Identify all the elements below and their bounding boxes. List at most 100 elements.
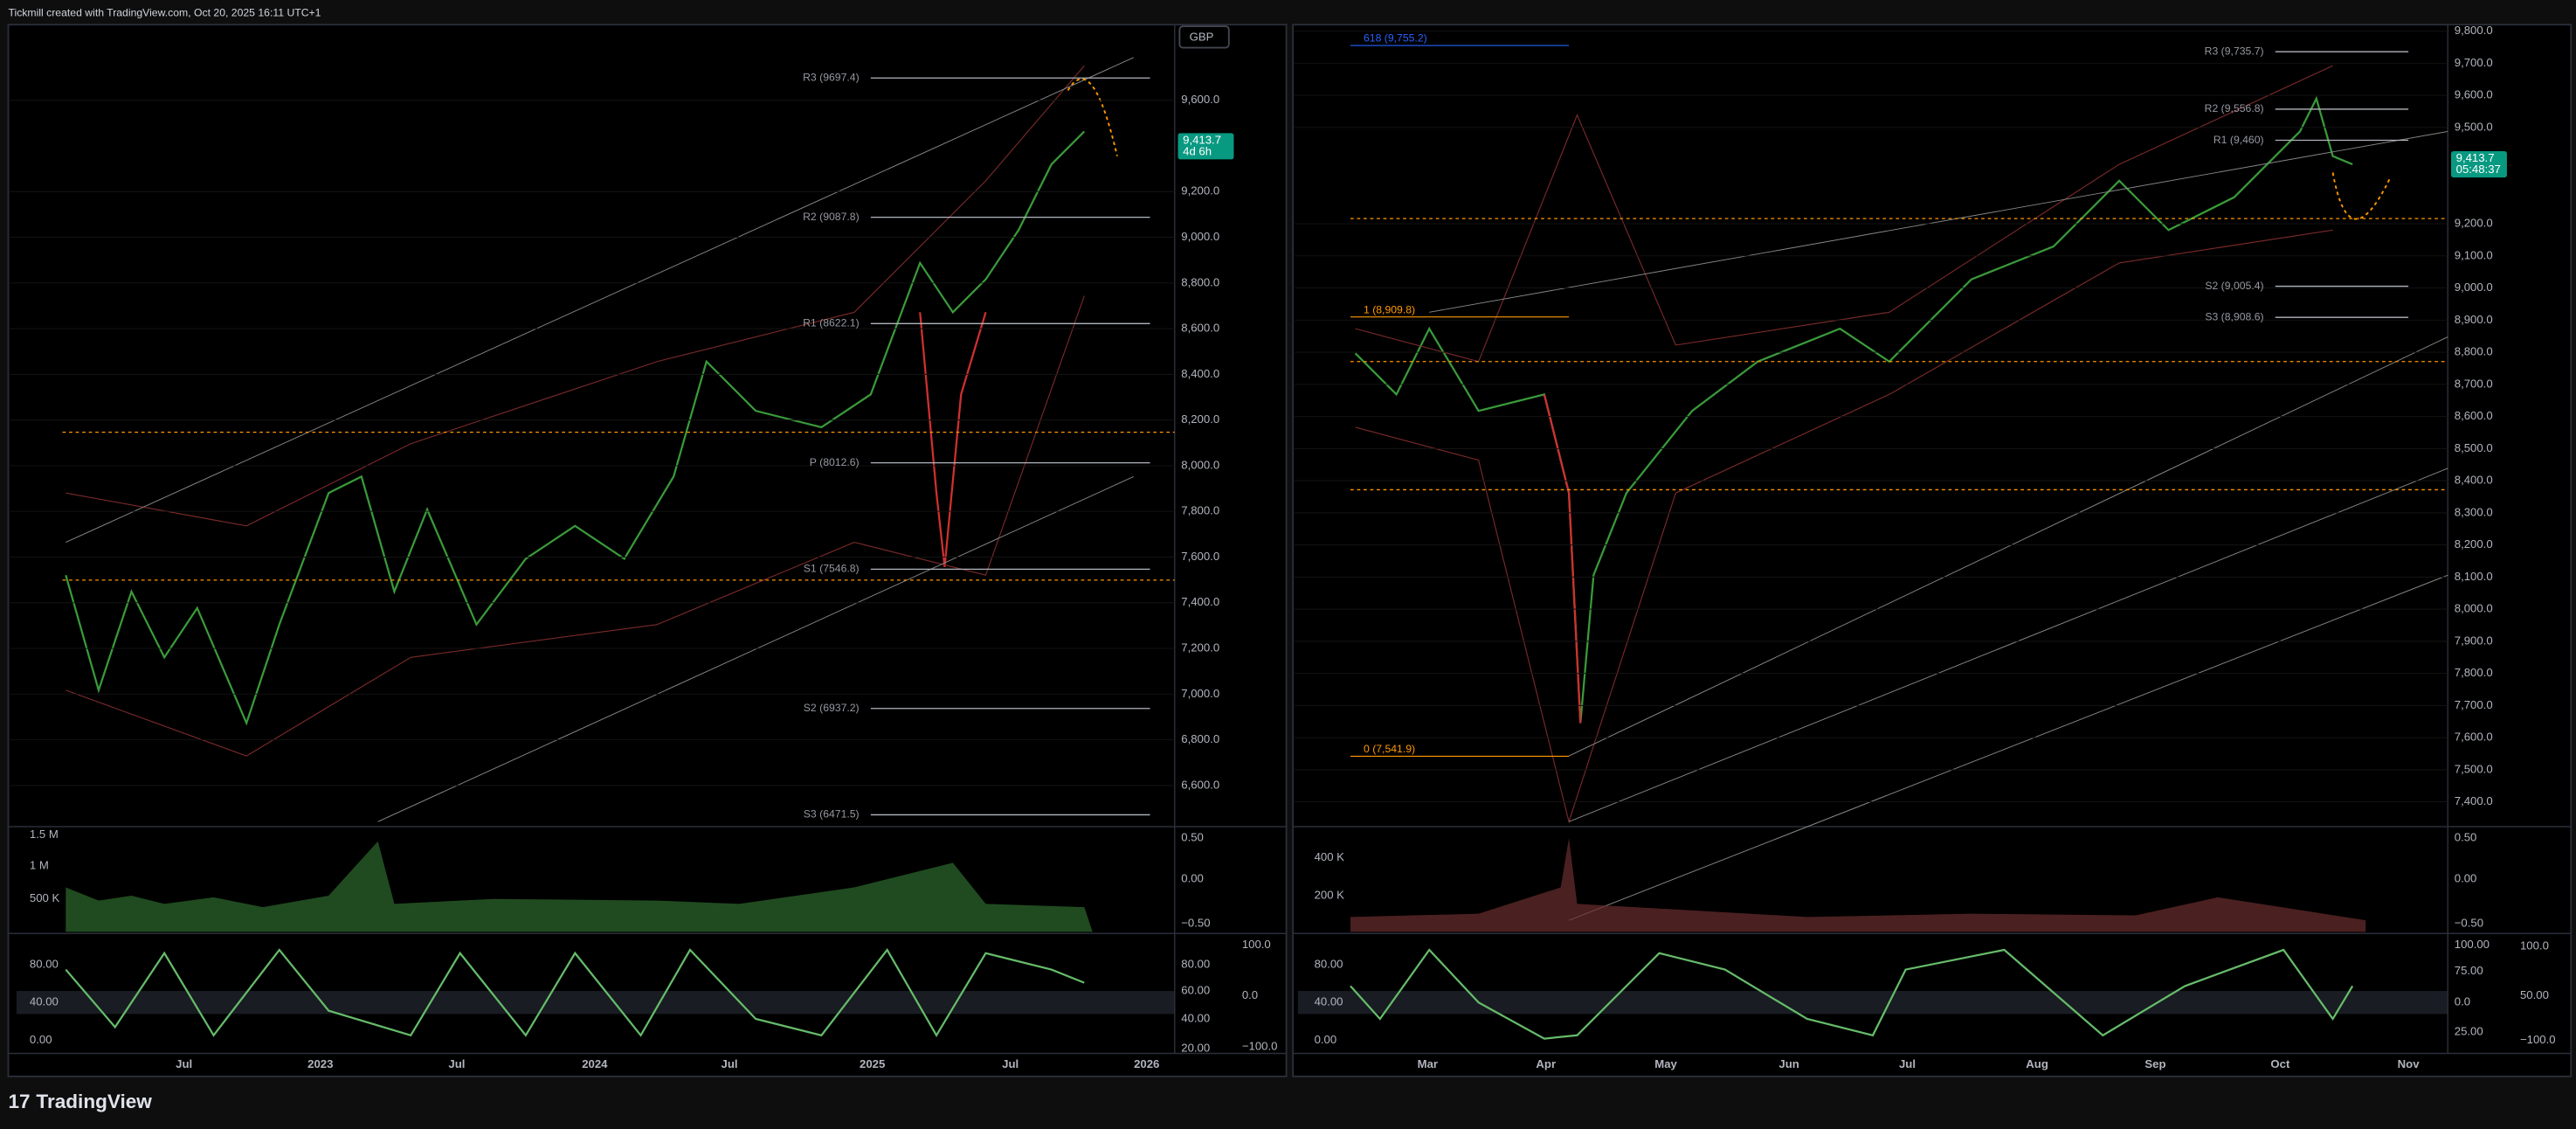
oscillator-right-label: 40.00 xyxy=(1181,1011,1210,1024)
price-tick-label: 9,200.0 xyxy=(2455,217,2493,230)
price-tick-label: 7,600.0 xyxy=(1181,550,1219,563)
pivot-label: S2 (9,005.4) xyxy=(2205,280,2263,292)
price-tick-label: 7,500.0 xyxy=(2455,762,2493,775)
price-tick-label: 8,200.0 xyxy=(2455,537,2493,551)
volume-sketch xyxy=(66,841,1093,932)
volume-axis-label: 1 M xyxy=(30,859,49,872)
volume-right-label: 0.00 xyxy=(2455,872,2477,885)
price-tick-label: 9,500.0 xyxy=(2455,120,2493,133)
volume-axis-label: 500 K xyxy=(30,891,60,904)
pivot-label: S3 (8,908.6) xyxy=(2205,310,2263,322)
oscillator-right-label: 0.0 xyxy=(2455,995,2470,1008)
time-axis-label: Jul xyxy=(448,1057,465,1070)
price-tick-label: 8,100.0 xyxy=(2455,570,2493,583)
volume-right-label: 0.00 xyxy=(1181,872,1204,885)
fib-label: 0 (7,541.9) xyxy=(1364,743,1415,755)
price-tick-label: 8,700.0 xyxy=(2455,377,2493,390)
price-tick-label: 9,700.0 xyxy=(2455,56,2493,69)
oscillator-right-label: 0.0 xyxy=(1242,988,1258,1001)
oscillator-right-label: −100.0 xyxy=(2520,1033,2556,1046)
price-tick-label: 7,400.0 xyxy=(1181,595,1219,608)
pivot-label: R1 (8622.1) xyxy=(803,317,860,329)
oscillator-right-label: 20.00 xyxy=(1181,1041,1210,1054)
oscillator-right-label: 100.0 xyxy=(1242,938,1271,951)
time-axis-label: Jul xyxy=(1002,1057,1019,1070)
oscillator-axis-label: 80.00 xyxy=(1315,957,1343,970)
fib-label: 1 (8,909.8) xyxy=(1364,303,1415,315)
volume-right-label: 0.50 xyxy=(2455,831,2477,844)
oscillator-right-label: 100.0 xyxy=(2520,939,2549,952)
footer: TradingView 17 xyxy=(8,1091,152,1112)
oscillator-sketch xyxy=(1350,948,2354,1040)
oscillator-axis-label: 40.00 xyxy=(30,995,59,1008)
oscillator-right-label: 80.00 xyxy=(1181,957,1210,970)
projection-arrow xyxy=(2331,172,2392,220)
price-tick-label: 8,900.0 xyxy=(2455,313,2493,326)
oscillator-axis-label: 80.00 xyxy=(30,957,59,970)
time-axis-label: Aug xyxy=(2026,1057,2048,1070)
pivot-label: S3 (6471.5) xyxy=(804,808,860,821)
time-axis-label: Jul xyxy=(1899,1057,1916,1070)
price-tick-label: 9,600.0 xyxy=(2455,88,2493,101)
time-axis-label: Apr xyxy=(1536,1057,1556,1070)
price-tick-label: 8,500.0 xyxy=(2455,441,2493,454)
price-tick-label: 9,600.0 xyxy=(1181,93,1219,106)
price-tick-label: 9,100.0 xyxy=(2455,248,2493,261)
pivot-label: R1 (9,460) xyxy=(2213,134,2264,146)
time-axis-label: Jun xyxy=(1778,1057,1799,1070)
price-tick-label: 7,800.0 xyxy=(1181,504,1219,517)
badge-countdown: 05:48:37 xyxy=(2456,163,2501,176)
price-tick-label: 8,600.0 xyxy=(2455,409,2493,422)
volume-right-label: −0.50 xyxy=(1181,916,1210,929)
time-axis-label: Sep xyxy=(2144,1057,2165,1070)
header-title: Tickmill created with TradingView.com, O… xyxy=(8,6,321,18)
oscillator-band xyxy=(1297,991,2448,1015)
pivot-label: R2 (9,556.8) xyxy=(2205,102,2264,114)
currency-label: GBP xyxy=(1190,31,1214,44)
price-tick-label: 8,300.0 xyxy=(2455,505,2493,518)
badge-price: 9,413.7 xyxy=(1183,133,1221,146)
footer-logo: 17 xyxy=(8,1091,30,1112)
price-tick-label: 6,800.0 xyxy=(1181,732,1219,745)
price-badge xyxy=(2450,151,2507,178)
price-tick-label: 9,000.0 xyxy=(1181,230,1219,243)
price-tick-label: 8,800.0 xyxy=(2455,345,2493,358)
oscillator-axis-label: 40.00 xyxy=(1315,995,1343,1008)
dotted-levels xyxy=(62,218,2448,581)
oscillator-right-label: 25.00 xyxy=(2455,1025,2483,1038)
time-axis-label: Oct xyxy=(2270,1057,2290,1070)
price-tick-label: 7,400.0 xyxy=(2455,794,2493,807)
price-tick-label: 8,200.0 xyxy=(1181,412,1219,426)
volume-right-label: 0.50 xyxy=(1181,831,1204,844)
pivot-label: S1 (7546.8) xyxy=(804,563,860,575)
volume-axis-label: 400 K xyxy=(1315,850,1345,863)
band-sketch xyxy=(66,65,2333,824)
time-axis-label: 2023 xyxy=(307,1057,333,1070)
time-axis-label: 2024 xyxy=(582,1057,608,1070)
oscillator-right-label: 50.00 xyxy=(2520,988,2549,1001)
oscillator-band xyxy=(16,991,1175,1015)
pivot-label: S2 (6937.2) xyxy=(804,702,860,714)
price-tick-label: 8,000.0 xyxy=(2455,602,2493,615)
oscillator-sketch xyxy=(65,947,1085,1038)
pivot-label: R3 (9,735.7) xyxy=(2205,45,2264,57)
price-tick-label: 9,800.0 xyxy=(2455,24,2493,37)
price-tick-label: 7,900.0 xyxy=(2455,634,2493,647)
time-axis-label: 2025 xyxy=(860,1057,885,1070)
time-axis-label: 2026 xyxy=(1134,1057,1159,1070)
badge-countdown: 4d 6h xyxy=(1183,144,1212,157)
pivot-label: R2 (9087.8) xyxy=(803,211,860,223)
price-tick-label: 8,400.0 xyxy=(1181,367,1219,380)
price-tick-label: 8,600.0 xyxy=(1181,322,1219,335)
pane-separators xyxy=(8,24,2572,1055)
price-tick-label: 8,000.0 xyxy=(1181,458,1219,471)
pivot-label: P (8012.6) xyxy=(810,456,860,468)
time-axis-label: May xyxy=(1654,1057,1677,1070)
volume-axis-label: 200 K xyxy=(1315,888,1345,901)
fib-label: 618 (9,755.2) xyxy=(1364,32,1427,45)
time-axis-label: Mar xyxy=(1418,1057,1438,1070)
volume-sketch xyxy=(1350,838,2366,932)
pivot-label: R3 (9697.4) xyxy=(803,72,860,84)
footer-brand: TradingView xyxy=(36,1091,152,1112)
